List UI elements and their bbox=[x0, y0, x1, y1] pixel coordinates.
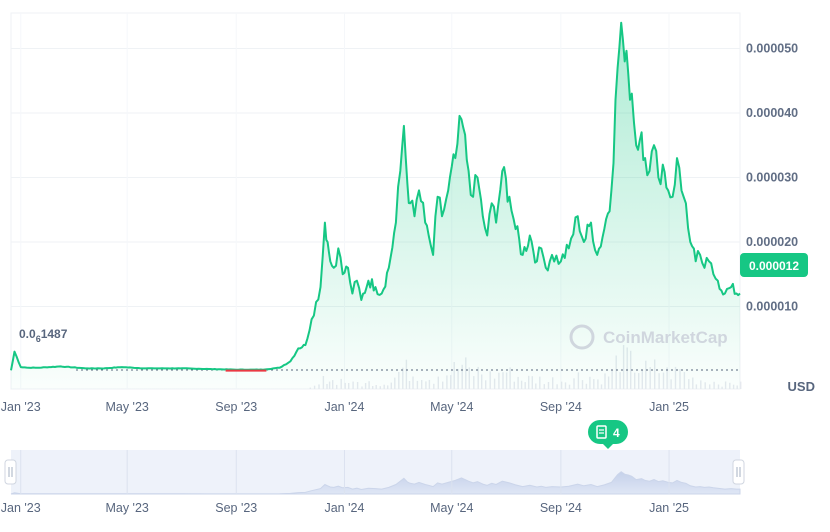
y-tick-label: 0.000020 bbox=[746, 235, 798, 249]
x-tick-label: Jan '23 bbox=[1, 400, 41, 414]
y-tick-label: 0.000030 bbox=[746, 170, 798, 184]
x-tick-label: May '24 bbox=[430, 400, 473, 414]
events-badge-count: 4 bbox=[613, 426, 620, 440]
y-tick-label: 0.000040 bbox=[746, 106, 798, 120]
navigator-x-tick-label: Sep '23 bbox=[215, 501, 257, 515]
range-navigator[interactable] bbox=[4, 450, 745, 495]
navigator-x-tick-label: Jan '23 bbox=[1, 501, 41, 515]
start-price-label: 0.061487 bbox=[19, 327, 68, 344]
navigator-right-handle[interactable] bbox=[732, 459, 745, 485]
navigator-x-tick-label: Jan '24 bbox=[324, 501, 364, 515]
navigator-area bbox=[10, 471, 741, 495]
navigator-grid bbox=[20, 450, 670, 494]
watermark-text: CoinMarketCap bbox=[603, 328, 728, 347]
document-icon bbox=[596, 425, 607, 439]
coinmarketcap-watermark: CoinMarketCap bbox=[569, 324, 728, 350]
navigator-left-handle[interactable] bbox=[4, 459, 17, 485]
x-axis-ticks: Jan '23 May '23 Sep '23 Jan '24 May '24 Sep '… bbox=[1, 400, 689, 414]
x-tick-label: Sep '24 bbox=[540, 400, 582, 414]
current-price-tag: 0.000012 bbox=[740, 253, 808, 277]
y-axis-ticks: 0.000010 0.000020 0.000030 0.000040 0.000050 bbox=[746, 41, 798, 313]
coinmarketcap-logo-icon bbox=[569, 324, 595, 350]
x-tick-label: Jan '24 bbox=[324, 400, 364, 414]
navigator-x-tick-label: May '24 bbox=[430, 501, 473, 515]
currency-label: USD bbox=[788, 379, 815, 394]
navigator-x-tick-label: Jan '25 bbox=[649, 501, 689, 515]
svg-text:0.061487: 0.061487 bbox=[19, 327, 68, 344]
price-line bbox=[10, 21, 741, 371]
x-tick-label: Jan '25 bbox=[649, 400, 689, 414]
events-badge[interactable]: 4 bbox=[588, 420, 628, 449]
current-price-value: 0.000012 bbox=[749, 259, 799, 273]
y-tick-label: 0.000050 bbox=[746, 41, 798, 55]
price-area bbox=[11, 22, 740, 389]
y-tick-label: 0.000010 bbox=[746, 299, 798, 313]
volume-bar bbox=[740, 381, 742, 389]
x-tick-label: Sep '23 bbox=[215, 400, 257, 414]
navigator-x-tick-label: Sep '24 bbox=[540, 501, 582, 515]
navigator-x-tick-label: May '23 bbox=[105, 501, 148, 515]
navigator-x-axis-ticks: Jan '23 May '23 Sep '23 Jan '24 May '24 Sep '… bbox=[1, 501, 689, 515]
x-tick-label: May '23 bbox=[105, 400, 148, 414]
